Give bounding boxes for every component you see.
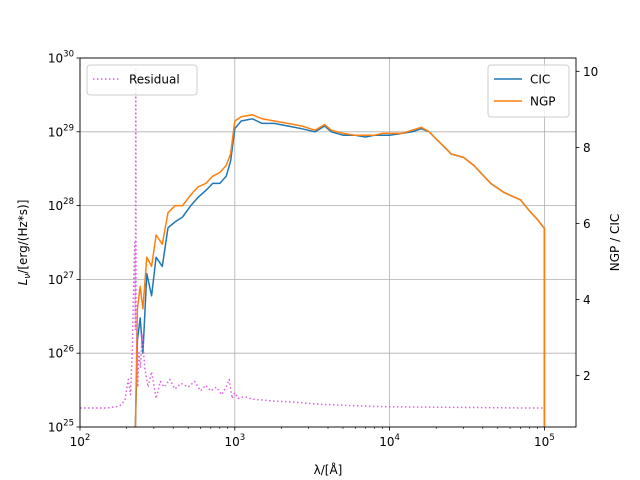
y-left-tick-label-base: 10	[48, 52, 63, 66]
y-axis-left-label: Lν/[erg/(Hz*s)]	[16, 200, 33, 286]
x-axis-label: λ/[Å]	[314, 462, 343, 477]
y-left-tick-label: 1026	[48, 345, 74, 361]
y-left-tick-label: 1027	[48, 271, 74, 287]
x-tick-label-exponent: 4	[395, 433, 400, 443]
legend-label-cic: CIC	[530, 73, 550, 87]
x-tick-label-base: 10	[224, 435, 239, 449]
series-cic-line	[134, 118, 546, 428]
y-left-tick-label-exponent: 28	[63, 197, 74, 207]
x-tick-label: 104	[379, 433, 400, 449]
axis-ticks: 102 103 104 1051025102610271028102910302468…	[48, 50, 598, 450]
series-ngp-line	[134, 114, 546, 428]
y-right-tick-label: 2	[583, 369, 591, 383]
y-left-tick-label: 1028	[48, 197, 74, 213]
legend-label-ngp: NGP	[530, 95, 556, 109]
y-left-tick-label-base: 10	[48, 273, 63, 287]
y-left-tick-label-exponent: 26	[63, 345, 74, 355]
x-tick-label: 102	[70, 433, 91, 449]
y-right-tick-label: 10	[583, 65, 598, 79]
y-axis-right-label: NGP / CIC	[608, 214, 622, 271]
x-tick-label-exponent: 3	[240, 433, 245, 443]
y-left-tick-label-base: 10	[48, 125, 63, 139]
legend-box	[487, 64, 570, 118]
y-right-tick-label: 6	[583, 217, 591, 231]
x-tick-label-exponent: 5	[549, 433, 554, 443]
x-tick-label: 105	[534, 433, 555, 449]
y-left-tick-label: 1029	[48, 123, 74, 139]
x-tick-label: 103	[224, 433, 245, 449]
y-label-symbol: L	[16, 279, 30, 286]
y-left-tick-label-exponent: 25	[63, 419, 74, 429]
y-left-tick-label-base: 10	[48, 421, 63, 435]
legend-cic-ngp: CIC NGP	[487, 64, 570, 118]
y-right-tick-label: 4	[583, 293, 591, 307]
x-tick-label-base: 10	[379, 435, 394, 449]
legend-label-residual: Residual	[129, 73, 180, 87]
legend-residual: Residual	[86, 64, 198, 96]
y-right-tick-label: 8	[583, 141, 591, 155]
x-tick-label-exponent: 2	[85, 433, 90, 443]
y-left-tick-label: 1025	[48, 419, 74, 435]
series-lines	[80, 66, 546, 428]
x-tick-label-base: 10	[70, 435, 85, 449]
series-residual-line	[80, 66, 545, 409]
y-label-subscript: ν	[23, 274, 33, 279]
y-left-tick-label-base: 10	[48, 199, 63, 213]
y-label-units: /[erg/(Hz*s)]	[16, 200, 30, 274]
y-left-tick-label: 1030	[48, 50, 74, 66]
y-left-tick-label-exponent: 30	[63, 50, 74, 60]
x-tick-label-base: 10	[534, 435, 549, 449]
y-left-tick-label-exponent: 27	[63, 271, 74, 281]
y-left-tick-label-base: 10	[48, 347, 63, 361]
y-left-tick-label-exponent: 29	[63, 123, 74, 133]
legend-box	[86, 64, 198, 96]
